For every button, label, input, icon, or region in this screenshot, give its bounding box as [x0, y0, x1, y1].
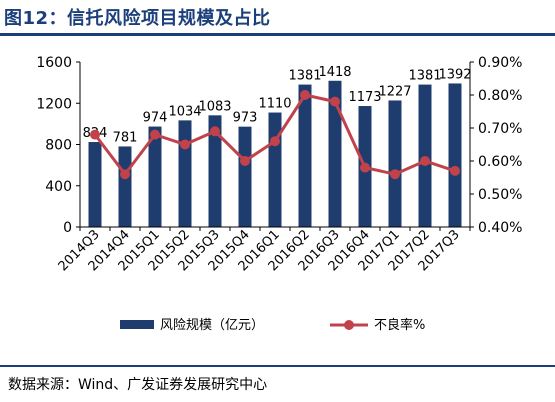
rate-point — [240, 156, 250, 166]
left-axis: 0 400 800 1200 1600 — [36, 55, 81, 236]
legend-line-marker — [344, 320, 354, 330]
left-tick-label: 1600 — [36, 55, 72, 71]
rate-point — [210, 126, 220, 137]
bar-labels: 8247819741034108397311101381141811731227… — [83, 65, 472, 146]
left-tick-label: 400 — [45, 179, 72, 195]
rate-point — [390, 169, 400, 180]
rate-point — [450, 165, 460, 176]
legend-line-label: 不良率% — [374, 317, 425, 333]
bar — [298, 84, 312, 227]
right-tick-label: 0.90% — [478, 55, 522, 71]
bar — [118, 146, 132, 227]
right-tick-label: 0.80% — [478, 88, 522, 104]
rate-point — [330, 96, 340, 107]
right-tick-label: 0.40% — [478, 220, 522, 236]
right-tick-label: 0.70% — [478, 121, 522, 137]
bar — [388, 100, 402, 227]
bars — [88, 80, 462, 227]
right-tick-label: 0.50% — [478, 187, 522, 203]
rate-point — [420, 156, 430, 166]
bar-value-label: 973 — [233, 111, 258, 126]
bar — [148, 126, 162, 227]
bar — [178, 120, 192, 227]
legend-bar-label: 风险规模（亿元） — [160, 318, 264, 333]
rate-point — [180, 139, 190, 150]
rate-point — [270, 136, 280, 147]
figure-title: 图12：信托风险项目规模及占比 — [4, 8, 271, 29]
bar — [448, 83, 462, 227]
left-tick-label: 800 — [45, 138, 72, 154]
rate-point — [90, 129, 100, 140]
rate-point — [150, 129, 160, 140]
legend-bar-swatch — [120, 320, 154, 329]
bar-value-label: 1227 — [378, 84, 411, 99]
title-rule — [0, 33, 555, 36]
bar-value-label: 1381 — [408, 69, 441, 84]
bar — [328, 80, 342, 227]
bar — [268, 112, 282, 227]
left-tick-label: 1200 — [36, 96, 72, 112]
bar — [418, 84, 432, 227]
right-tick-label: 0.60% — [478, 154, 522, 170]
rate-point — [360, 162, 370, 173]
bar — [88, 142, 102, 227]
rate-point — [120, 169, 130, 180]
bar-value-label: 1392 — [438, 67, 471, 82]
legend: 风险规模（亿元） 不良率% — [120, 317, 425, 333]
rate-point — [300, 90, 310, 100]
right-axis: 0.40% 0.50% 0.60% 0.70% 0.80% 0.90% — [469, 55, 522, 236]
bar — [208, 115, 222, 227]
source-note: 数据来源：Wind、广发证券发展研究中心 — [8, 377, 268, 393]
bar-value-label: 974 — [143, 111, 168, 126]
bar-value-label: 1381 — [288, 69, 321, 84]
bar — [238, 126, 252, 227]
source-rule — [0, 365, 555, 367]
bar-value-label: 1083 — [198, 99, 231, 114]
bar-value-label: 1034 — [168, 104, 201, 119]
bar-value-label: 1418 — [318, 65, 351, 80]
bar-value-label: 1173 — [348, 90, 381, 105]
left-tick-label: 0 — [63, 220, 72, 236]
bar-value-label: 1110 — [258, 97, 291, 112]
chart: 0 400 800 1200 1600 0.40% 0.50% 0.60% 0.70% 0.80… — [36, 55, 522, 333]
rate-line — [90, 90, 460, 180]
bar-value-label: 781 — [113, 130, 138, 145]
x-axis: 2014Q32014Q42015Q12015Q22015Q32015Q42016… — [56, 226, 471, 274]
